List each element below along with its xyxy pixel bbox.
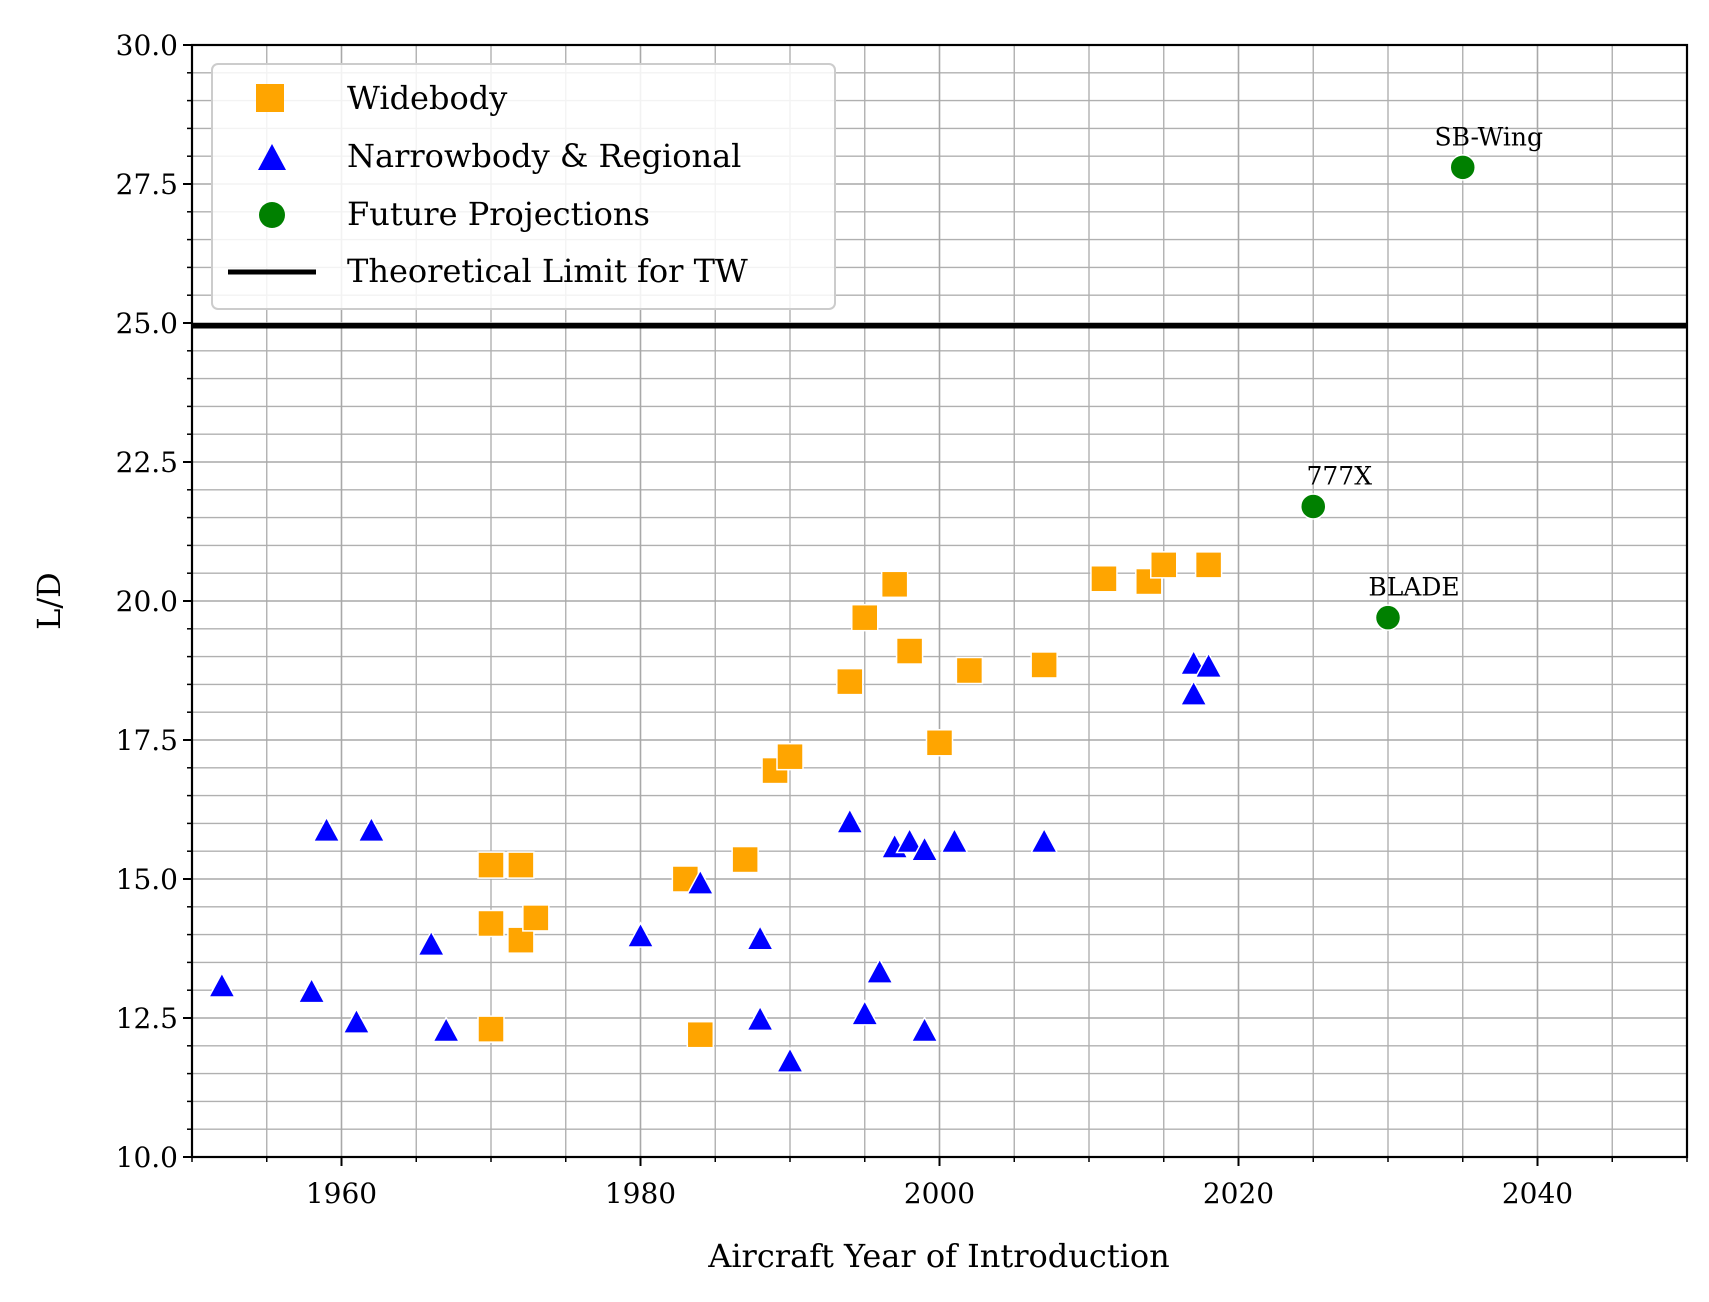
y-tick-label: 22.5 xyxy=(116,446,178,479)
x-tick-label: 2040 xyxy=(1502,1177,1573,1210)
point-label: 777X xyxy=(1306,461,1372,490)
y-tick-label: 27.5 xyxy=(116,168,178,201)
widebody-marker xyxy=(851,603,879,632)
point-label: BLADE xyxy=(1368,573,1459,602)
legend-narrowbody-triangle-icon xyxy=(258,144,286,170)
narrowbody-marker xyxy=(342,1007,371,1034)
widebody-marker xyxy=(731,845,759,874)
widebody-marker xyxy=(1150,551,1178,579)
legend-future-circle-icon xyxy=(259,202,285,228)
axis-ticks xyxy=(183,44,1688,1166)
widebody-marker xyxy=(1090,565,1118,593)
narrowbody-marker xyxy=(1194,651,1223,679)
legend-limit-label: Theoretical Limit for TW xyxy=(347,252,748,290)
legend-widebody-square-icon xyxy=(256,84,284,112)
x-tick-label: 2020 xyxy=(1203,1177,1274,1210)
narrowbody-marker xyxy=(865,957,894,984)
narrowbody-marker xyxy=(895,826,924,854)
widebody-marker xyxy=(1030,651,1058,679)
y-axis-label: L/D xyxy=(30,572,68,630)
narrowbody-marker xyxy=(207,971,237,998)
narrowbody-marker xyxy=(1179,679,1208,706)
narrowbody-marker xyxy=(312,815,341,843)
narrowbody-marker xyxy=(745,1004,775,1032)
widebody-marker xyxy=(1194,551,1223,579)
tick-labels: 1960 1980 2000 2020 2040 10.0 12.5 15.0 17.5 20.0… xyxy=(116,29,1573,1210)
x-axis-label: Aircraft Year of Introduction xyxy=(707,1237,1170,1275)
x-tick-label: 1980 xyxy=(605,1177,676,1210)
y-tick-label: 10.0 xyxy=(116,1141,178,1174)
y-tick-label: 17.5 xyxy=(116,724,178,757)
widebody-marker xyxy=(686,1020,715,1049)
y-tick-label: 12.5 xyxy=(116,1002,178,1035)
y-tick-label: 30.0 xyxy=(116,29,178,62)
widebody-marker xyxy=(895,637,924,665)
narrowbody-marker xyxy=(1029,826,1059,854)
widebody-marker xyxy=(955,656,984,685)
narrowbody-marker xyxy=(775,1046,805,1073)
narrowbody-marker xyxy=(357,815,386,843)
narrowbody-marker xyxy=(850,999,880,1026)
widebody-marker xyxy=(522,904,550,932)
point-annotations: SB-Wing 777X BLADE xyxy=(1306,122,1542,601)
future-projection-marker xyxy=(1300,493,1327,520)
future-projection-marker xyxy=(1449,154,1476,181)
future-projection-marker xyxy=(1374,604,1402,631)
narrowbody-marker xyxy=(626,921,655,948)
narrowbody-marker xyxy=(940,826,969,854)
widebody-marker xyxy=(776,742,804,771)
data-markers xyxy=(207,154,1476,1073)
narrowbody-marker xyxy=(910,1015,939,1043)
widebody-marker xyxy=(477,909,505,938)
point-label: SB-Wing xyxy=(1435,122,1543,151)
widebody-marker xyxy=(477,851,505,879)
widebody-marker xyxy=(836,667,864,696)
y-tick-label: 25.0 xyxy=(116,307,178,340)
narrowbody-marker xyxy=(416,929,446,957)
y-tick-label: 20.0 xyxy=(116,585,178,618)
x-tick-label: 2000 xyxy=(904,1177,975,1210)
legend-box xyxy=(211,63,836,310)
widebody-marker xyxy=(925,729,954,757)
y-tick-label: 15.0 xyxy=(116,863,178,896)
narrowbody-marker xyxy=(835,807,865,834)
narrowbody-marker xyxy=(686,868,715,895)
legend-future-label: Future Projections xyxy=(347,195,650,233)
legend-widebody-label: Widebody xyxy=(347,79,507,117)
widebody-marker xyxy=(880,570,909,599)
narrowbody-marker xyxy=(910,835,939,862)
narrowbody-marker xyxy=(431,1015,461,1043)
widebody-marker xyxy=(507,851,535,879)
widebody-marker xyxy=(477,1015,505,1043)
legend-narrowbody-label: Narrowbody & Regional xyxy=(347,137,741,175)
legend: Widebody Narrowbody & Regional Future Pr… xyxy=(211,63,836,310)
narrowbody-marker xyxy=(297,977,326,1004)
narrowbody-marker xyxy=(745,924,775,951)
x-tick-label: 1960 xyxy=(306,1177,377,1210)
